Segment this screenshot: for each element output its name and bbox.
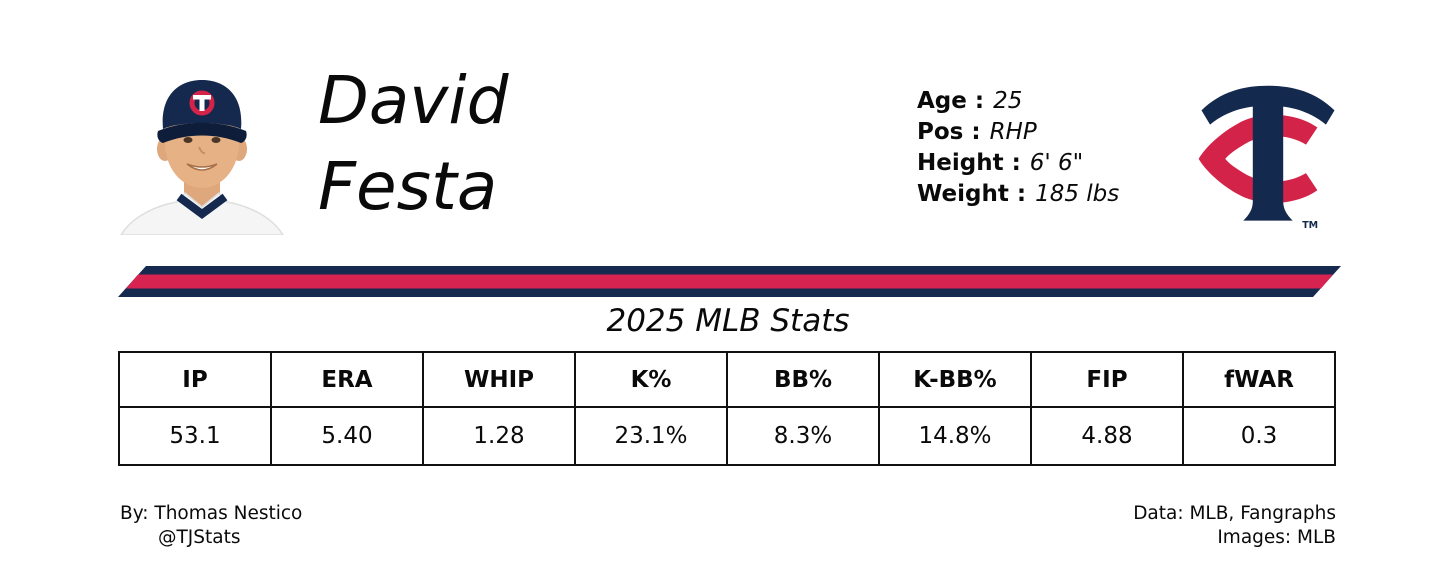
bio-row-pos: Pos : RHP [917,117,1119,148]
player-name: David Festa [318,58,509,230]
stats-header-fwar: fWAR [1182,351,1336,408]
stats-value-kbbpct: 14.8% [878,406,1032,466]
cap-brim [157,122,247,143]
bio-row-age: Age : 25 [917,86,1119,117]
divider-stripe [118,266,1341,297]
stats-header-era: ERA [270,351,424,408]
stats-value-row: 53.1 5.40 1.28 23.1% 8.3% 14.8% 4.88 0.3 [118,406,1336,466]
bio-value-height: 6' 6" [1029,150,1084,176]
stats-value-era: 5.40 [270,406,424,466]
cap-tc-logo [189,90,215,116]
player-bio: Age : 25 Pos : RHP Height : 6' 6" Weight : 1… [917,86,1119,210]
player-last-name: Festa [318,148,498,225]
stats-title: 2025 MLB Stats [606,303,850,339]
player-first-name: David [318,62,509,139]
stripe-red-band [126,274,1333,289]
stats-header-row: IP ERA WHIP K% BB% K-BB% FIP fWAR [118,351,1336,408]
author-credit-name: By: Thomas Nestico [120,503,303,524]
data-source-line: Data: MLB, Fangraphs [1133,503,1336,524]
bio-label-height: Height : [917,150,1021,176]
author-credit-handle: @TJStats [158,526,241,548]
stats-value-fwar: 0.3 [1182,406,1336,466]
stats-value-kpct: 23.1% [574,406,728,466]
cap-tc-logo-t-bar [193,95,211,100]
stats-value-fip: 4.88 [1030,406,1184,466]
jersey-collar [176,193,228,219]
bio-label-pos: Pos : [917,119,981,145]
headshot-smile [186,163,218,171]
headshot-eye-right [211,137,221,143]
cap-tc-logo-t-stem [199,95,205,111]
stats-header-kpct: K% [574,351,728,408]
data-sources-credit: Data: MLB, Fangraphs Images: MLB [1133,502,1336,549]
stats-value-whip: 1.28 [422,406,576,466]
bio-value-age: 25 [993,88,1023,114]
stats-header-bbpct: BB% [726,351,880,408]
twins-tc-logo-icon: TM [1198,85,1335,231]
bio-value-weight: 185 lbs [1035,181,1120,207]
images-source-line: Images: MLB [1217,526,1336,548]
stats-value-ip: 53.1 [118,406,272,466]
headshot-nose [198,146,206,155]
bio-label-weight: Weight : [917,181,1027,207]
author-credit: By: Thomas Nestico @TJStats [120,502,302,549]
stats-header-fip: FIP [1030,351,1184,408]
bio-label-age: Age : [917,88,985,114]
logo-trademark: TM [1302,220,1318,231]
stats-header-ip: IP [118,351,272,408]
stats-header-kbbpct: K-BB% [878,351,1032,408]
stats-header-whip: WHIP [422,351,576,408]
stats-table: IP ERA WHIP K% BB% K-BB% FIP fWAR 53.1 5… [118,351,1336,466]
logo-t-shape [1201,85,1335,221]
bio-row-weight: Weight : 185 lbs [917,179,1119,210]
stats-value-bbpct: 8.3% [726,406,880,466]
bio-value-pos: RHP [989,119,1037,145]
logo-c-shape [1198,114,1318,203]
headshot-eye-left [183,137,193,143]
player-headshot-photo [120,80,284,235]
bio-row-height: Height : 6' 6" [917,148,1119,179]
